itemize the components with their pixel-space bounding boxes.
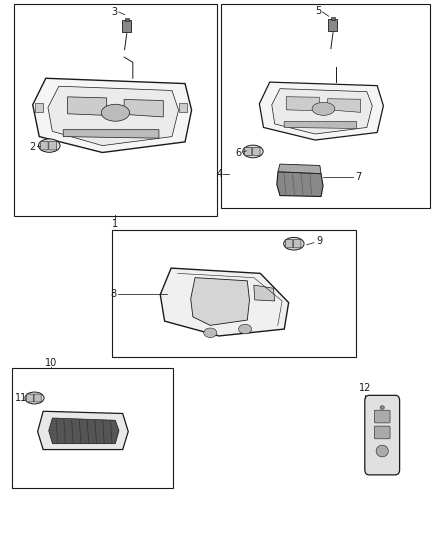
Polygon shape <box>259 82 383 140</box>
Text: 2: 2 <box>30 142 36 152</box>
Polygon shape <box>67 97 107 115</box>
FancyBboxPatch shape <box>374 410 390 423</box>
FancyBboxPatch shape <box>34 394 41 402</box>
Ellipse shape <box>376 445 389 457</box>
FancyBboxPatch shape <box>49 141 57 150</box>
FancyBboxPatch shape <box>244 147 252 156</box>
FancyBboxPatch shape <box>253 147 260 156</box>
Polygon shape <box>38 411 128 449</box>
Ellipse shape <box>39 139 60 152</box>
FancyBboxPatch shape <box>122 20 131 31</box>
Bar <box>14 4 217 216</box>
Bar <box>113 230 356 357</box>
Bar <box>124 18 129 21</box>
Polygon shape <box>328 99 360 112</box>
Ellipse shape <box>204 328 217 337</box>
FancyBboxPatch shape <box>328 19 337 30</box>
Polygon shape <box>33 78 191 152</box>
Polygon shape <box>254 285 275 301</box>
Ellipse shape <box>25 392 44 404</box>
Text: 10: 10 <box>45 358 57 368</box>
FancyBboxPatch shape <box>293 239 301 248</box>
Polygon shape <box>160 268 289 336</box>
FancyBboxPatch shape <box>374 426 390 439</box>
Polygon shape <box>272 88 372 134</box>
FancyBboxPatch shape <box>40 141 48 150</box>
Polygon shape <box>284 122 357 128</box>
Text: 3: 3 <box>112 7 118 17</box>
Bar <box>331 17 335 20</box>
Ellipse shape <box>243 145 263 158</box>
Polygon shape <box>278 164 321 174</box>
Polygon shape <box>49 418 119 443</box>
Ellipse shape <box>239 324 252 334</box>
FancyBboxPatch shape <box>26 394 34 402</box>
Polygon shape <box>124 100 163 117</box>
Bar <box>35 103 43 112</box>
Text: 9: 9 <box>316 236 322 246</box>
Polygon shape <box>63 130 159 138</box>
Text: 4: 4 <box>216 169 223 179</box>
Bar <box>12 368 173 488</box>
Text: 12: 12 <box>359 383 371 393</box>
Text: 11: 11 <box>15 393 28 403</box>
Bar <box>221 4 430 208</box>
Ellipse shape <box>284 237 304 250</box>
Bar <box>180 103 187 112</box>
Polygon shape <box>277 172 323 197</box>
Text: 6: 6 <box>236 148 242 158</box>
FancyBboxPatch shape <box>365 395 399 475</box>
FancyBboxPatch shape <box>285 239 293 248</box>
Text: 8: 8 <box>111 289 117 299</box>
Text: 7: 7 <box>355 172 361 182</box>
Ellipse shape <box>380 406 385 409</box>
Ellipse shape <box>101 104 130 121</box>
Polygon shape <box>48 86 179 146</box>
Text: 1: 1 <box>113 219 119 229</box>
Polygon shape <box>286 96 319 111</box>
Text: 5: 5 <box>315 6 321 17</box>
Polygon shape <box>191 278 250 325</box>
Ellipse shape <box>312 102 335 115</box>
